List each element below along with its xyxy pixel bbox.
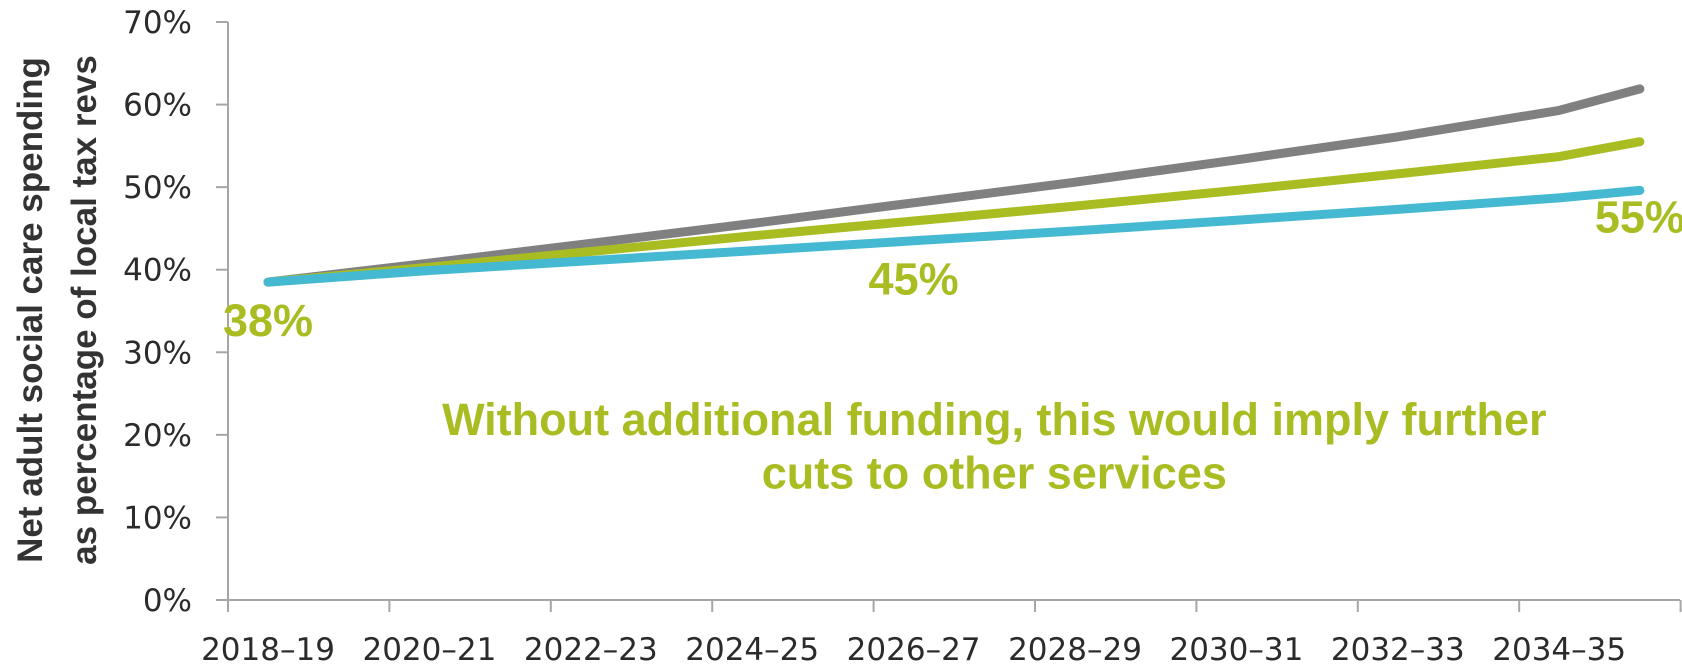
x-tick-label: 2018–19 bbox=[201, 632, 335, 666]
y-tick-label: 50% bbox=[123, 170, 192, 206]
annotation-text: 45% bbox=[869, 253, 959, 304]
y-tick-label: 60% bbox=[123, 88, 192, 124]
annotation-text: 55% bbox=[1595, 192, 1682, 243]
series-line-2 bbox=[263, 137, 1645, 287]
annotation-text: Without additional funding, this would i… bbox=[442, 394, 1546, 445]
x-tick-label: 2024–25 bbox=[685, 632, 819, 666]
x-tick-label: 2022–23 bbox=[524, 632, 658, 666]
y-axis-title-line: Net adult social care spending bbox=[11, 57, 50, 563]
annotations: 38% 45% 55% Without additional funding, thi… bbox=[223, 192, 1682, 499]
y-tick-label: 30% bbox=[123, 335, 192, 371]
axes: 0% 10% 20% 30% 40% 50% 60% 70% 2018–19 2020–21 202… bbox=[123, 5, 1682, 666]
y-tick-label: 10% bbox=[123, 500, 192, 536]
x-tick-label: 2034–35 bbox=[1492, 632, 1626, 666]
x-tick-label: 2030–31 bbox=[1169, 632, 1303, 666]
series-line-3 bbox=[263, 185, 1645, 287]
y-tick-label: 70% bbox=[123, 5, 192, 41]
y-tick-label: 0% bbox=[143, 583, 192, 619]
series-line-1 bbox=[263, 84, 1645, 287]
annotation-text: 38% bbox=[223, 295, 313, 346]
x-tick-label: 2026–27 bbox=[847, 632, 981, 666]
series-lines bbox=[263, 84, 1645, 287]
y-tick-label: 40% bbox=[123, 253, 192, 289]
x-tick-label: 2020–21 bbox=[362, 632, 496, 666]
x-tick-label: 2032–33 bbox=[1331, 632, 1465, 666]
x-tick-label: 2028–29 bbox=[1008, 632, 1142, 666]
y-axis-title: Net adult social care spending as percent… bbox=[11, 55, 104, 565]
annotation-text: cuts to other services bbox=[762, 448, 1227, 499]
y-tick-label: 20% bbox=[123, 418, 192, 454]
y-axis-title-line: as percentage of local tax revs bbox=[65, 55, 104, 565]
